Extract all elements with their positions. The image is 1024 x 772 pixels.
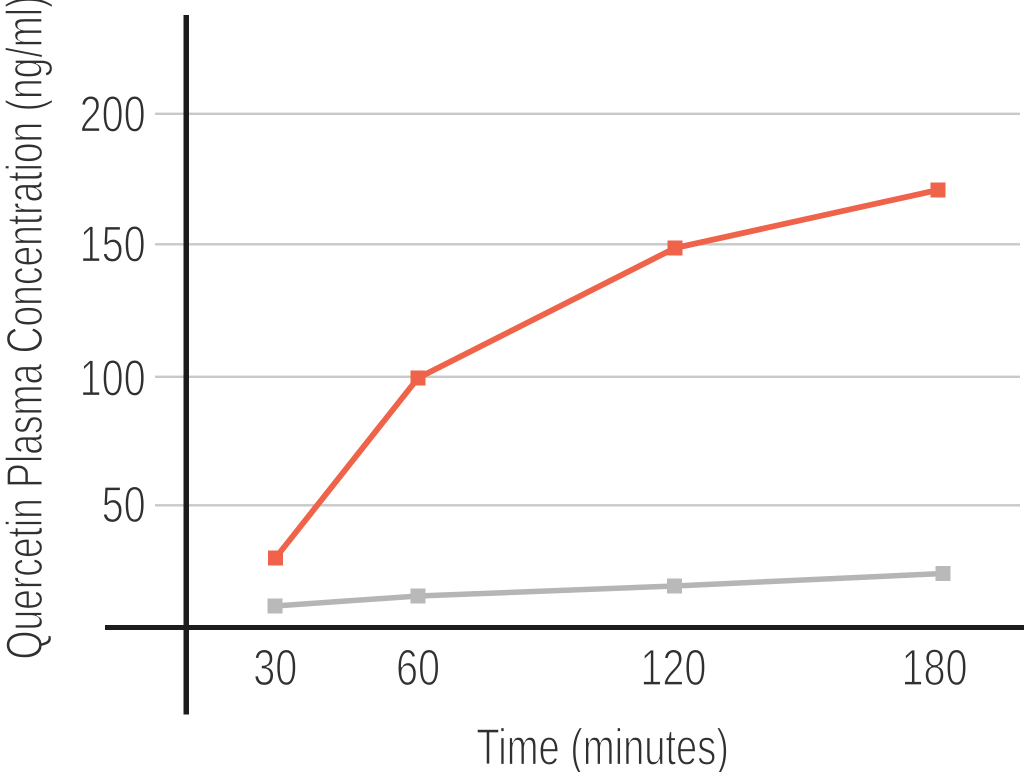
svg-text:60: 60 [396, 639, 440, 696]
svg-text:150: 150 [80, 216, 146, 273]
svg-text:30: 30 [253, 639, 297, 696]
svg-text:120: 120 [640, 639, 706, 696]
svg-text:200: 200 [80, 86, 146, 143]
svg-text:180: 180 [901, 639, 967, 696]
svg-text:100: 100 [80, 350, 146, 407]
svg-text:50: 50 [102, 476, 146, 533]
svg-text:Quercetin Plasma Concentration: Quercetin Plasma Concentration (ng/ml) [0, 0, 53, 659]
svg-text:Time (minutes): Time (minutes) [476, 718, 729, 772]
